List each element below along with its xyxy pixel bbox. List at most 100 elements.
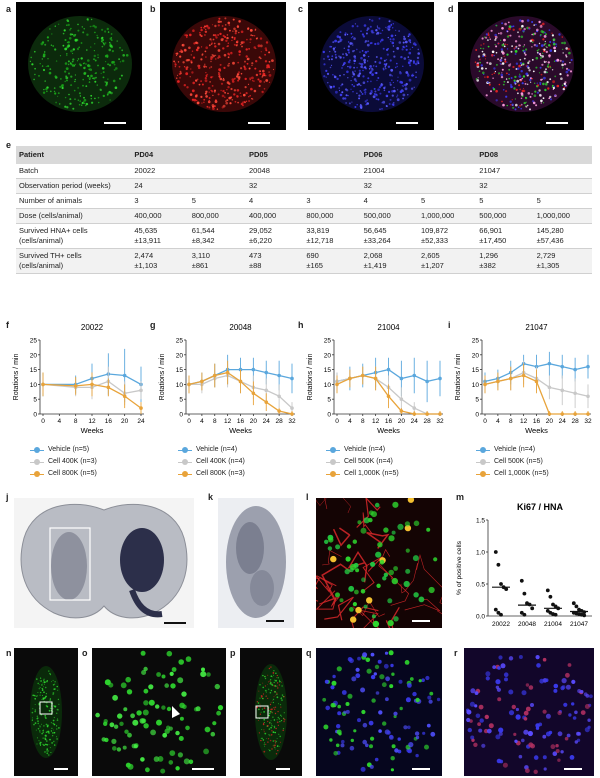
- legend-marker: [476, 447, 490, 454]
- data-point: [360, 373, 365, 378]
- y-tick-label: 10: [472, 382, 480, 389]
- data-point: [41, 382, 45, 387]
- data-point: [200, 379, 204, 384]
- data-point: [90, 382, 94, 387]
- data-point: [574, 604, 579, 609]
- table-cell: 3,110 ±861: [188, 248, 247, 274]
- data-point: [438, 412, 442, 416]
- table-cell: 20022: [131, 164, 189, 179]
- table-cell: 145,280 ±57,436: [533, 223, 592, 249]
- data-point: [499, 582, 503, 586]
- legend-20022: Vehicle (n=5) Cell 400K (n=3) Cell 800K (n…: [30, 444, 97, 480]
- red-sphere-image: [160, 2, 286, 130]
- table-cell: 400,000: [246, 208, 304, 224]
- table-cell: 473 ±88: [246, 248, 304, 274]
- y-tick-label: 5: [475, 397, 479, 404]
- data-point: [386, 394, 391, 399]
- table-cell: 690 ±165: [303, 248, 361, 274]
- table-cell: 800,000: [303, 208, 361, 224]
- panel-label-i: i: [448, 320, 451, 330]
- x-tick-label: 4: [496, 418, 500, 425]
- legend-marker: [476, 471, 490, 478]
- table-cell: 4: [360, 193, 418, 209]
- chart-title: 21047: [525, 323, 548, 332]
- y-axis-label: Rotations / min: [159, 354, 166, 401]
- data-point: [251, 391, 256, 396]
- line-chart-21004: 21004 0 5 10 15 20 25 0 4 8 12 16 20 24 28 32 Weeks Rotat…: [304, 318, 449, 436]
- panel-label-r: r: [454, 648, 458, 658]
- x-axis-label: Weeks: [81, 426, 104, 435]
- panel-label-j: j: [6, 492, 9, 502]
- data-point: [522, 591, 527, 596]
- x-tick-label: 24: [263, 418, 271, 425]
- series-high: [483, 363, 590, 416]
- x-tick-label: 12: [224, 418, 232, 425]
- data-point: [556, 606, 561, 611]
- y-tick-label: 0: [475, 412, 479, 419]
- data-point: [277, 394, 281, 399]
- y-axis-label: Rotations / min: [307, 354, 314, 401]
- legend-item: Vehicle (n=5): [30, 444, 97, 456]
- table-cell: 20048: [246, 164, 304, 179]
- table-header-cell: [188, 146, 247, 164]
- y-tick-label: 5: [179, 397, 183, 404]
- panel-label-p: p: [230, 648, 236, 658]
- x-tick-label: 32: [288, 418, 296, 425]
- table-cell: 32: [360, 178, 418, 194]
- panel-label-f: f: [6, 320, 9, 330]
- y-tick-label: 0.5: [476, 582, 485, 589]
- data-point: [290, 406, 294, 410]
- x-tick-label: 12: [88, 418, 96, 425]
- data-point: [373, 376, 378, 381]
- series-high: [41, 372, 143, 414]
- x-tick-label: 21004: [544, 621, 562, 628]
- x-tick-label: 16: [533, 418, 541, 425]
- data-point: [238, 367, 243, 372]
- series-high: [187, 360, 294, 416]
- table-header-cell: PD08: [476, 146, 534, 164]
- table-row: Batch 20022 20048 21004 21047: [16, 164, 592, 179]
- data-point: [399, 376, 404, 381]
- data-point: [573, 367, 577, 372]
- data-point: [251, 367, 256, 372]
- table-cell: 2,068 ±1,419: [360, 248, 418, 274]
- data-point: [399, 397, 404, 401]
- table-cell: 21004: [360, 164, 418, 179]
- data-point: [412, 412, 417, 416]
- table-cell: 66,901 ±17,450: [476, 223, 534, 249]
- y-axis-label: Rotations / min: [13, 354, 20, 401]
- data-point: [277, 409, 281, 413]
- table-cell: [303, 178, 361, 194]
- graft-overview-image-2: [240, 648, 302, 776]
- x-tick-label: 0: [483, 418, 487, 425]
- table-cell: 21047: [476, 164, 534, 179]
- data-point: [438, 376, 442, 381]
- table-cell: 2,605 ±1,207: [417, 248, 477, 274]
- y-tick-label: 25: [324, 338, 332, 345]
- legend-item: Cell 400K (n=3): [30, 456, 97, 468]
- x-tick-label: 8: [213, 418, 217, 425]
- data-point: [264, 388, 269, 393]
- series-high: [335, 366, 442, 416]
- data-point: [582, 610, 587, 615]
- y-tick-label: 0: [327, 412, 331, 419]
- table-cell: 1,296 ±382: [476, 248, 534, 274]
- table-cell: 61,544 ±8,342: [188, 223, 247, 249]
- table-cell: 33,819 ±12,718: [303, 223, 361, 249]
- table-cell: 56,645 ±33,264: [360, 223, 418, 249]
- table-row: Number of animals 3 5 4 3 4 5 5 5: [16, 193, 592, 209]
- data-point: [553, 604, 558, 609]
- panel-label-g: g: [150, 320, 156, 330]
- x-tick-label: 16: [105, 418, 113, 425]
- chart-title: Ki67 / HNA: [517, 502, 564, 512]
- data-point: [573, 412, 577, 416]
- x-tick-label: 20: [121, 418, 129, 425]
- x-tick-label: 4: [58, 418, 62, 425]
- panel-label-h: h: [298, 320, 304, 330]
- legend-marker: [30, 459, 44, 466]
- table-cell: 1,000,000: [533, 208, 592, 224]
- data-point: [499, 612, 503, 617]
- data-point: [290, 376, 294, 381]
- panel-label-o: o: [82, 648, 88, 658]
- legend-label: Cell 500K (n=5): [494, 458, 543, 465]
